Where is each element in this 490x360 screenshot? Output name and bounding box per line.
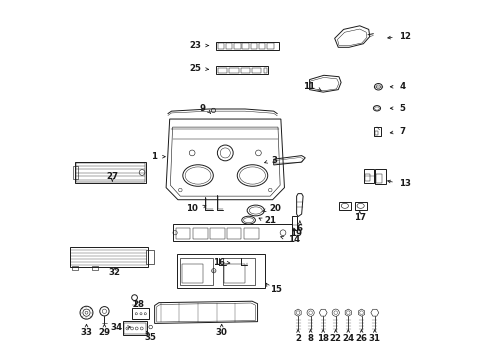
- Text: 17: 17: [354, 213, 366, 222]
- Bar: [339, 202, 351, 211]
- Bar: [264, 68, 267, 73]
- Text: 1: 1: [151, 152, 157, 161]
- Bar: [218, 43, 224, 49]
- Bar: [210, 228, 224, 239]
- Text: 11: 11: [303, 82, 315, 91]
- Bar: [176, 228, 191, 239]
- Bar: [216, 66, 269, 74]
- Text: 4: 4: [399, 82, 405, 91]
- Bar: [74, 162, 147, 183]
- Bar: [224, 264, 245, 283]
- Bar: [375, 131, 378, 135]
- Text: 30: 30: [216, 328, 228, 337]
- Bar: [227, 228, 242, 239]
- Bar: [147, 250, 153, 264]
- Bar: [216, 41, 279, 50]
- Text: 8: 8: [308, 334, 314, 343]
- Bar: [76, 163, 146, 182]
- Bar: [172, 224, 292, 241]
- Bar: [218, 68, 227, 73]
- Text: 18: 18: [317, 334, 329, 343]
- Bar: [72, 266, 78, 270]
- Text: 35: 35: [144, 333, 156, 342]
- Text: 2: 2: [295, 334, 301, 343]
- Text: 6: 6: [297, 224, 303, 233]
- Text: 3: 3: [272, 156, 278, 165]
- Text: 33: 33: [80, 328, 93, 337]
- Bar: [124, 323, 147, 334]
- Text: 34: 34: [110, 323, 122, 332]
- Text: 27: 27: [106, 172, 119, 181]
- Bar: [251, 43, 257, 49]
- Text: 22: 22: [330, 334, 342, 343]
- Text: 7: 7: [399, 127, 405, 136]
- Text: 29: 29: [98, 328, 110, 337]
- Bar: [376, 174, 382, 183]
- Text: 14: 14: [288, 235, 300, 244]
- Bar: [375, 169, 386, 184]
- Text: 25: 25: [189, 64, 201, 73]
- Text: 26: 26: [356, 334, 368, 343]
- Text: 32: 32: [109, 268, 121, 277]
- Bar: [123, 321, 147, 335]
- Bar: [70, 247, 148, 267]
- Text: 5: 5: [399, 104, 405, 113]
- Bar: [245, 228, 259, 239]
- Text: 15: 15: [270, 285, 282, 294]
- Bar: [223, 258, 255, 285]
- Text: 19: 19: [290, 229, 302, 238]
- Bar: [226, 43, 232, 49]
- Bar: [252, 68, 262, 73]
- Bar: [229, 68, 239, 73]
- Bar: [180, 258, 213, 285]
- Text: 24: 24: [342, 334, 354, 343]
- Bar: [73, 166, 78, 179]
- Bar: [177, 253, 265, 288]
- Bar: [181, 264, 203, 283]
- Bar: [364, 169, 374, 183]
- Bar: [365, 174, 370, 181]
- Bar: [234, 43, 241, 49]
- Text: 31: 31: [369, 334, 381, 343]
- Bar: [132, 309, 149, 319]
- Bar: [267, 43, 274, 49]
- Text: 23: 23: [189, 41, 201, 50]
- Bar: [259, 43, 266, 49]
- Text: 10: 10: [187, 204, 198, 213]
- Bar: [374, 127, 381, 136]
- Bar: [292, 216, 296, 230]
- Bar: [92, 266, 98, 270]
- Bar: [243, 43, 249, 49]
- Bar: [194, 228, 208, 239]
- Text: 13: 13: [399, 179, 411, 188]
- Bar: [355, 202, 367, 211]
- Bar: [241, 68, 250, 73]
- Text: 9: 9: [199, 104, 205, 113]
- Text: 16: 16: [213, 258, 225, 267]
- Text: 20: 20: [269, 204, 281, 213]
- Text: 28: 28: [132, 300, 144, 309]
- Text: 21: 21: [264, 216, 276, 225]
- Text: 12: 12: [399, 32, 411, 41]
